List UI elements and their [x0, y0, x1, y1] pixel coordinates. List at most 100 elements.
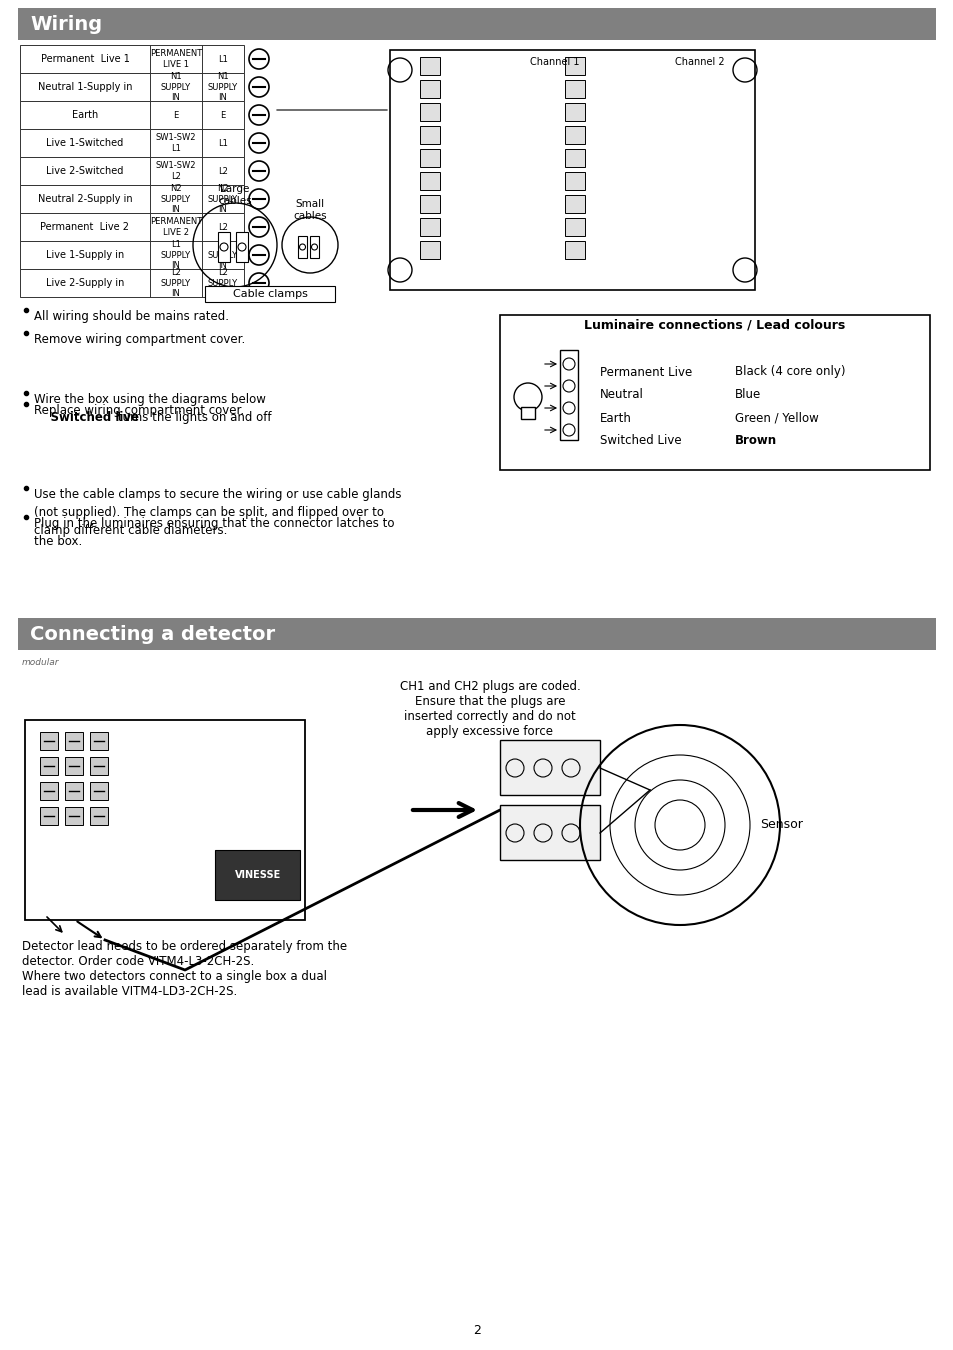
Text: Plug in the luminaires ensuring that the connector latches to: Plug in the luminaires ensuring that the… — [34, 517, 395, 531]
Bar — [564, 80, 584, 99]
Text: N2
SUPPLY
IN: N2 SUPPLY IN — [208, 184, 238, 213]
Text: Live 2-Supply in: Live 2-Supply in — [46, 278, 124, 288]
Text: L2
SUPPLY
IN: L2 SUPPLY IN — [161, 269, 191, 298]
Bar — [419, 217, 439, 236]
Text: Neutral: Neutral — [599, 389, 643, 401]
Text: clamp different cable diameters.: clamp different cable diameters. — [34, 524, 227, 537]
Bar — [419, 103, 439, 122]
Text: Neutral 2-Supply in: Neutral 2-Supply in — [38, 194, 132, 204]
Text: Green / Yellow: Green / Yellow — [734, 412, 818, 424]
Text: All wiring should be mains rated.: All wiring should be mains rated. — [34, 310, 229, 323]
Bar — [564, 103, 584, 122]
Text: L2
SUPPLY
IN: L2 SUPPLY IN — [208, 269, 238, 298]
Bar — [40, 782, 58, 801]
Text: Live 1-Switched: Live 1-Switched — [47, 138, 124, 148]
Text: Switched Live: Switched Live — [599, 435, 680, 447]
Text: Wiring: Wiring — [30, 15, 102, 34]
Text: Luminaire connections / Lead colours: Luminaire connections / Lead colours — [584, 319, 844, 332]
Text: Live 1-Supply in: Live 1-Supply in — [46, 250, 124, 261]
Bar — [20, 269, 244, 297]
Bar — [20, 157, 244, 185]
Bar — [20, 242, 244, 269]
Bar — [65, 732, 83, 751]
Bar — [499, 315, 929, 470]
Text: 2: 2 — [473, 1323, 480, 1336]
Text: Remove wiring compartment cover.: Remove wiring compartment cover. — [34, 333, 245, 347]
Text: Detector lead needs to be ordered separately from the
detector. Order code VITM4: Detector lead needs to be ordered separa… — [22, 940, 347, 998]
Bar — [90, 732, 108, 751]
Text: Permanent Live: Permanent Live — [599, 366, 692, 378]
Bar — [419, 194, 439, 213]
Text: PERMANENT
LIVE 1: PERMANENT LIVE 1 — [150, 50, 202, 69]
Text: Neutral 1-Supply in: Neutral 1-Supply in — [38, 82, 132, 92]
Text: E: E — [173, 111, 178, 120]
Bar — [90, 757, 108, 775]
Text: N1
SUPPLY
IN: N1 SUPPLY IN — [161, 72, 191, 101]
Text: SW1-SW2
L2: SW1-SW2 L2 — [155, 161, 196, 181]
Text: Channel 1: Channel 1 — [530, 57, 579, 68]
Bar — [18, 618, 935, 649]
Text: Permanent  Live 1: Permanent Live 1 — [41, 54, 130, 63]
Text: L1
SUPPLY
IN: L1 SUPPLY IN — [161, 240, 191, 270]
Text: E: E — [220, 111, 226, 120]
Bar — [564, 171, 584, 190]
Bar — [297, 236, 307, 258]
Text: Channel 2: Channel 2 — [675, 57, 724, 68]
Bar — [235, 232, 248, 262]
Bar — [214, 850, 299, 900]
Text: SW1-SW2
L1: SW1-SW2 L1 — [155, 134, 196, 153]
Text: turns the lights on and off: turns the lights on and off — [113, 410, 272, 424]
Bar — [65, 807, 83, 825]
Bar — [419, 171, 439, 190]
Text: VINESSE: VINESSE — [234, 869, 281, 880]
Text: Earth: Earth — [71, 109, 98, 120]
Text: Live 2-Switched: Live 2-Switched — [47, 166, 124, 176]
Bar — [20, 213, 244, 242]
Bar — [20, 101, 244, 130]
Bar — [18, 8, 935, 40]
Text: Black (4 core only): Black (4 core only) — [734, 366, 844, 378]
Bar — [40, 807, 58, 825]
Bar — [419, 148, 439, 167]
Text: Small
cables: Small cables — [293, 200, 327, 221]
Bar — [40, 757, 58, 775]
Text: L1: L1 — [218, 54, 228, 63]
Bar — [499, 805, 599, 860]
Text: Large
cables: Large cables — [218, 184, 252, 205]
Text: Connecting a detector: Connecting a detector — [30, 625, 274, 644]
Bar — [564, 217, 584, 236]
Bar — [564, 194, 584, 213]
Bar — [520, 406, 535, 418]
Bar — [20, 185, 244, 213]
Bar — [205, 286, 335, 302]
Bar — [65, 782, 83, 801]
Text: CH1 and CH2 plugs are coded.
Ensure that the plugs are
inserted correctly and do: CH1 and CH2 plugs are coded. Ensure that… — [399, 680, 579, 738]
Text: Use the cable clamps to secure the wiring or use cable glands: Use the cable clamps to secure the wirin… — [34, 489, 401, 501]
Bar — [20, 130, 244, 157]
Text: (not supplied). The clamps can be split, and flipped over to: (not supplied). The clamps can be split,… — [34, 506, 384, 520]
Text: the box.: the box. — [34, 535, 82, 548]
Bar — [25, 720, 305, 919]
Bar — [499, 740, 599, 795]
Bar — [40, 732, 58, 751]
Text: Wire the box using the diagrams below: Wire the box using the diagrams below — [34, 393, 266, 406]
Text: N1
SUPPLY
IN: N1 SUPPLY IN — [208, 72, 238, 101]
Text: L1
SUPPLY
IN: L1 SUPPLY IN — [208, 240, 238, 270]
Bar — [419, 57, 439, 76]
Text: Earth: Earth — [599, 412, 631, 424]
Text: L2: L2 — [218, 223, 228, 231]
Bar — [90, 782, 108, 801]
Bar — [564, 57, 584, 76]
Text: modular: modular — [22, 657, 59, 667]
Text: Permanent  Live 2: Permanent Live 2 — [40, 221, 130, 232]
Text: L1: L1 — [218, 139, 228, 147]
Bar — [310, 236, 318, 258]
Text: Cable clamps: Cable clamps — [233, 289, 307, 298]
Bar — [218, 232, 230, 262]
Text: Brown: Brown — [734, 435, 777, 447]
Text: Switched live: Switched live — [34, 410, 139, 424]
Text: N2
SUPPLY
IN: N2 SUPPLY IN — [161, 184, 191, 213]
Bar — [419, 80, 439, 99]
Bar — [419, 126, 439, 144]
Text: Sensor: Sensor — [760, 818, 802, 832]
